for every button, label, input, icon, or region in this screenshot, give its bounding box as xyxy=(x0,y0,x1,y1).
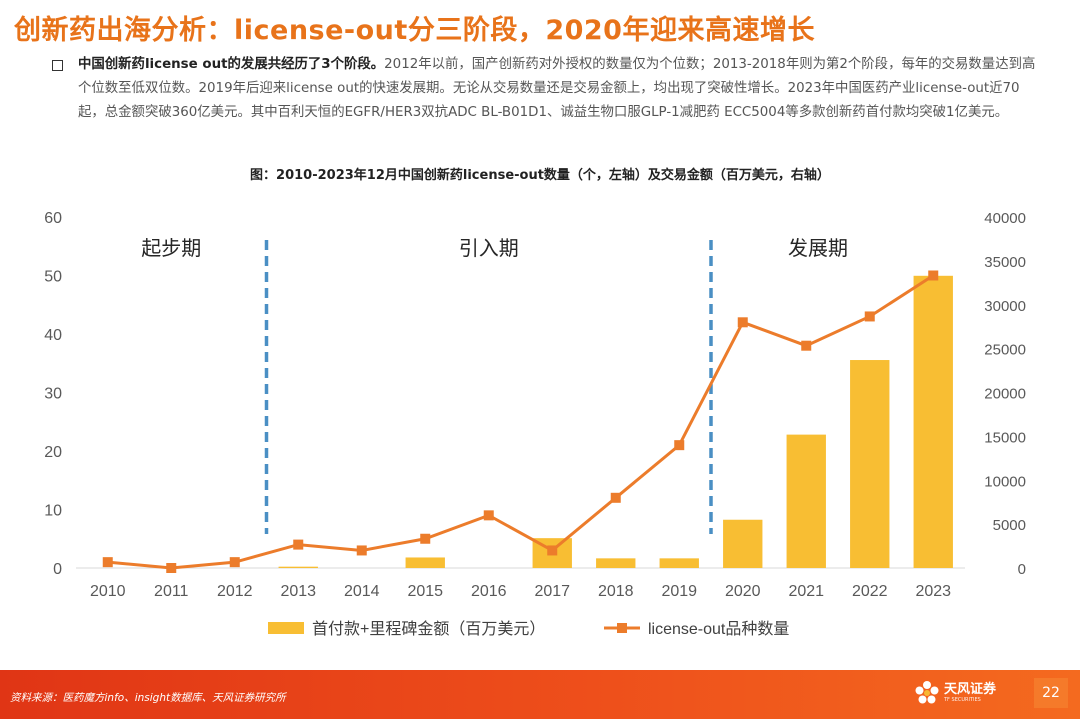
x-axis-tick-2023: 2023 xyxy=(915,583,951,600)
x-axis-tick-2012: 2012 xyxy=(217,583,253,600)
x-axis-tick-2011: 2011 xyxy=(154,583,189,600)
right-axis-tick-25000: 25000 xyxy=(984,342,1026,359)
bullet-square-icon xyxy=(52,60,63,71)
right-axis-tick-20000: 20000 xyxy=(984,386,1026,403)
intro-paragraph: 中国创新药license out的发展共经历了3个阶段。2012年以前，国产创新… xyxy=(78,53,1038,125)
line-point-2015 xyxy=(420,533,431,544)
license-out-chart: 0 10 20 30 40 50 60 0 5000 10000 15000 20000 25000 30… xyxy=(44,210,1026,638)
line-point-2012 xyxy=(229,557,240,568)
line-point-2022 xyxy=(864,311,875,322)
right-axis-tick-40000: 40000 xyxy=(984,210,1026,227)
left-axis-tick-40: 40 xyxy=(44,327,62,344)
x-axis-tick-2016: 2016 xyxy=(471,583,507,600)
bar-2019 xyxy=(659,558,699,568)
bar-2022 xyxy=(850,360,890,568)
x-axis-tick-2022: 2022 xyxy=(852,583,888,600)
bar-2020 xyxy=(723,519,763,568)
x-axis-tick-2019: 2019 xyxy=(661,583,697,600)
x-axis-tick-2010: 2010 xyxy=(90,583,126,600)
right-axis-tick-10000: 10000 xyxy=(984,473,1026,490)
line-point-2010 xyxy=(102,557,113,568)
bar-2013 xyxy=(278,566,318,568)
phase-label-2: 引入期 xyxy=(459,237,519,260)
left-axis-tick-20: 20 xyxy=(44,444,62,461)
bar-2015 xyxy=(405,557,445,568)
line-point-2016 xyxy=(483,510,494,521)
legend-bar-label: 首付款+里程碑金额（百万美元） xyxy=(312,620,545,638)
source-note: 资料来源：医药魔方info、insight数据库、天风证券研究所 xyxy=(10,692,286,704)
logo-subtitle: TF SECURITIES xyxy=(944,697,981,703)
legend-line-marker xyxy=(617,623,627,633)
logo-name: 天风证券 xyxy=(944,682,997,697)
left-axis-tick-60: 60 xyxy=(44,210,62,227)
line-point-2019 xyxy=(674,440,685,451)
bar-2018 xyxy=(596,558,636,568)
line-series-license-out xyxy=(107,274,935,570)
line-point-2023 xyxy=(928,270,939,281)
phase-label-3: 发展期 xyxy=(788,237,848,260)
legend-bar-swatch xyxy=(268,622,304,634)
bar-2021 xyxy=(786,434,826,568)
bar-2023 xyxy=(913,275,953,568)
left-axis-tick-10: 10 xyxy=(44,503,62,520)
right-axis-tick-30000: 30000 xyxy=(984,298,1026,315)
flower-logo-icon xyxy=(915,681,939,704)
chart-title: 图：2010-2023年12月中国创新药license-out数量（个，左轴）及… xyxy=(250,168,830,183)
footer-bar: 资料来源：医药魔方info、insight数据库、天风证券研究所 天风证券 TF… xyxy=(0,670,1080,719)
page-number: 22 xyxy=(1034,678,1068,708)
x-axis-tick-2015: 2015 xyxy=(407,583,443,600)
left-axis-tick-50: 50 xyxy=(44,269,62,286)
page-title: 创新药出海分析：license-out分三阶段，2020年迎来高速增长 xyxy=(14,15,815,46)
left-axis-tick-30: 30 xyxy=(44,386,62,403)
x-axis-tick-2018: 2018 xyxy=(598,583,634,600)
right-axis-tick-0: 0 xyxy=(1018,561,1026,578)
x-axis-tick-2013: 2013 xyxy=(280,583,316,600)
right-axis-tick-15000: 15000 xyxy=(984,429,1026,446)
line-point-2017 xyxy=(547,545,558,556)
right-axis-tick-5000: 5000 xyxy=(993,517,1026,534)
phase-label-1: 起步期 xyxy=(141,237,201,260)
line-point-2020 xyxy=(737,317,748,328)
company-logo: 天风证券 TF SECURITIES xyxy=(914,680,996,706)
x-axis-tick-2020: 2020 xyxy=(725,583,761,600)
right-axis-tick-35000: 35000 xyxy=(984,254,1026,271)
x-axis-tick-2021: 2021 xyxy=(788,583,824,600)
intro-text: 2012年以前，国产创新药对外授权的数量仅为个位数；2013-2018年则为第2… xyxy=(78,57,1036,120)
legend-line-label: license-out品种数量 xyxy=(648,620,789,638)
line-point-2011 xyxy=(166,563,177,573)
x-axis-tick-2017: 2017 xyxy=(534,583,570,600)
line-point-2013 xyxy=(293,539,304,550)
left-axis-tick-0: 0 xyxy=(53,561,62,578)
line-point-2021 xyxy=(801,340,812,351)
line-point-2018 xyxy=(610,492,621,503)
x-axis-tick-2014: 2014 xyxy=(344,583,380,600)
line-point-2014 xyxy=(356,545,367,556)
intro-bold: 中国创新药license out的发展共经历了3个阶段。 xyxy=(78,57,385,72)
